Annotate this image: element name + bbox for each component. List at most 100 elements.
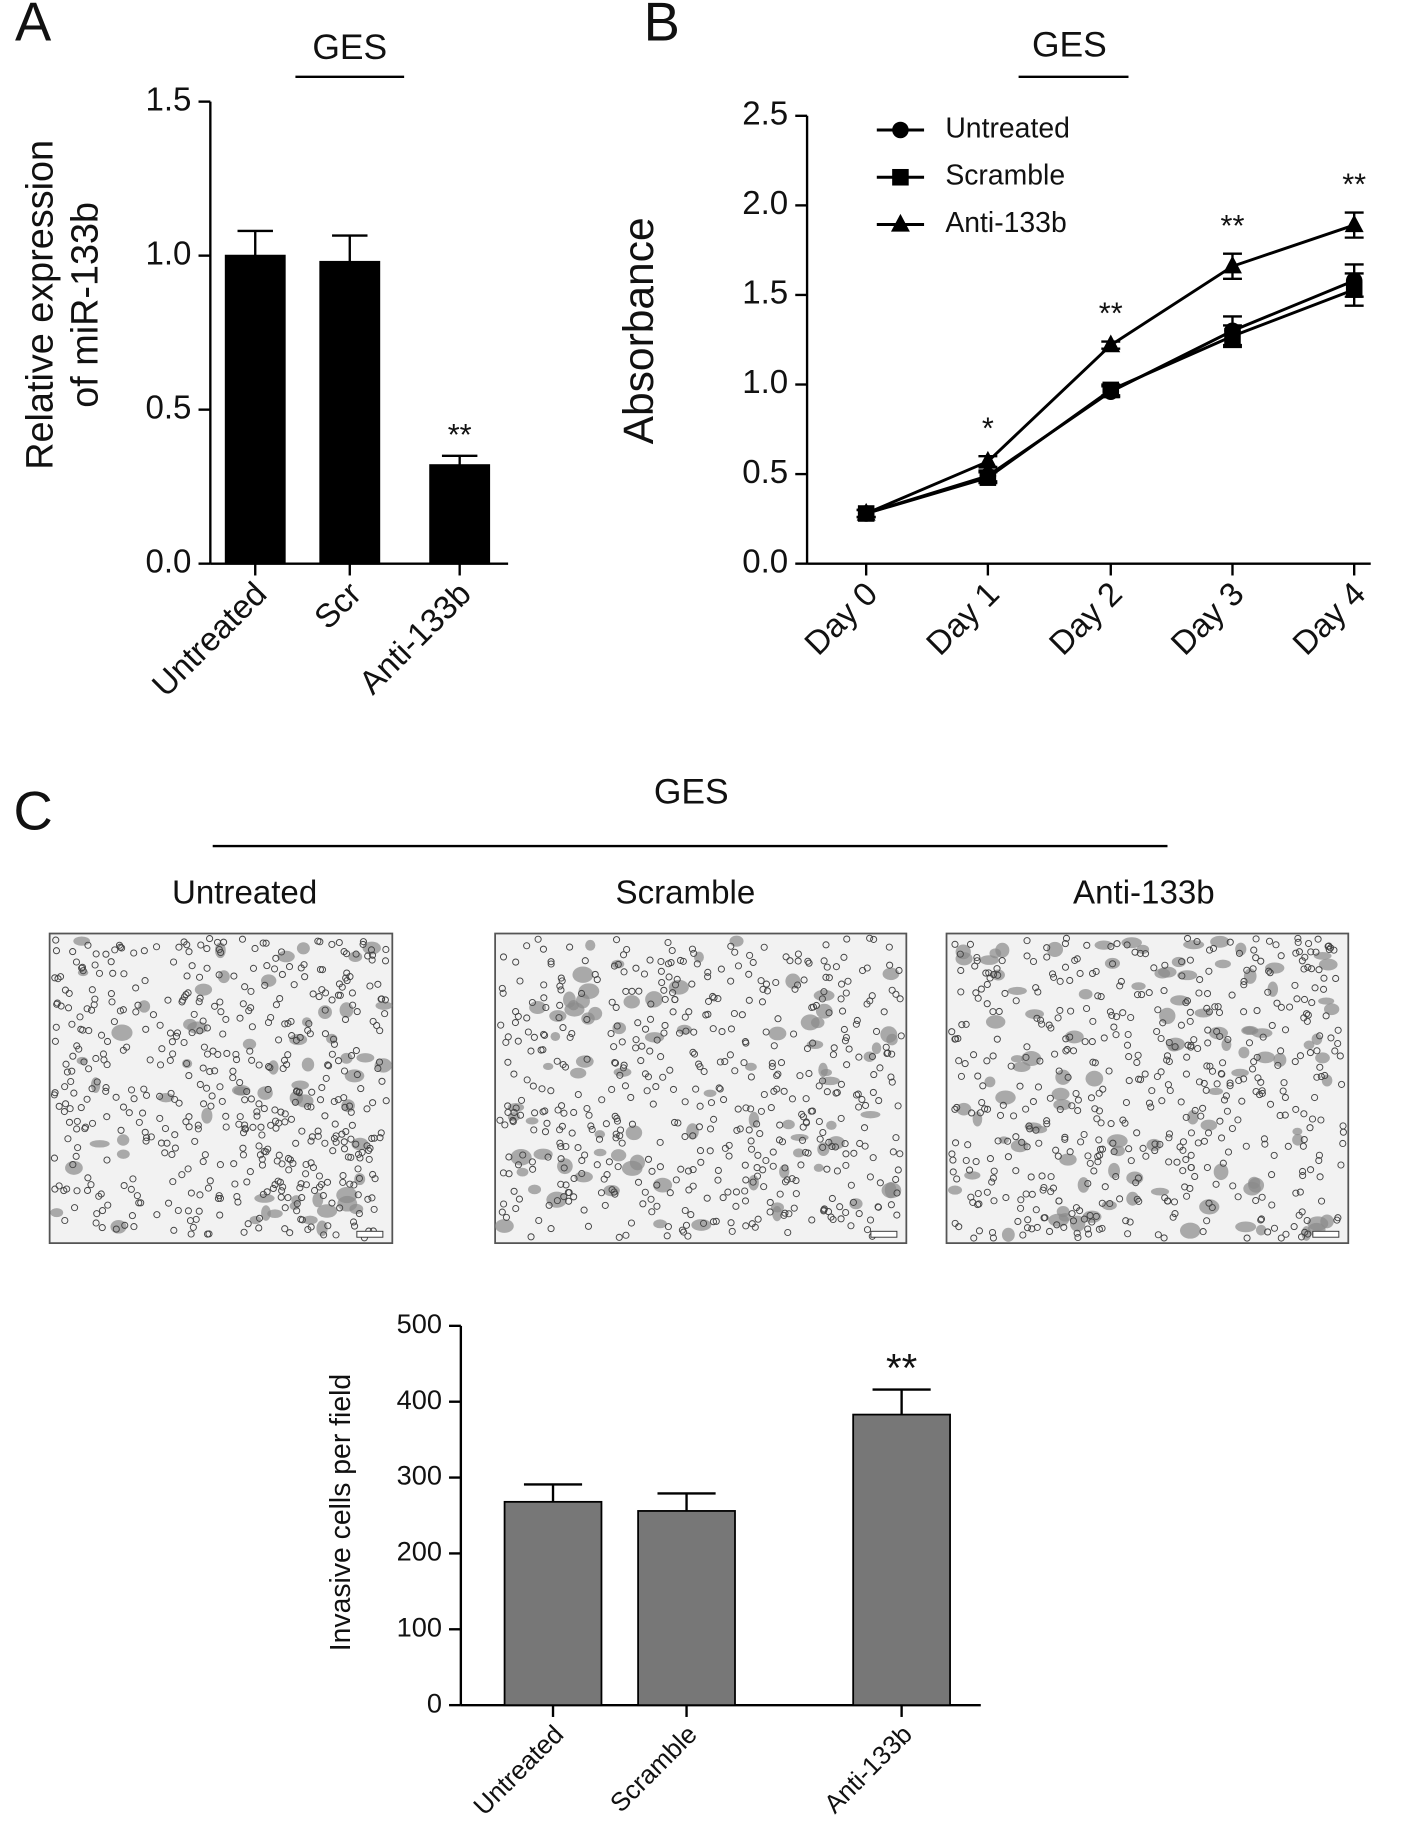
pore: [1084, 1225, 1092, 1233]
pore: [720, 1096, 728, 1104]
pore: [800, 976, 808, 984]
pore: [1301, 953, 1309, 961]
pore: [1125, 1077, 1133, 1085]
pore: [87, 1181, 95, 1189]
pore: [277, 948, 286, 956]
x-tick-label: Anti-133b: [352, 575, 478, 701]
pore: [381, 1010, 389, 1018]
pore: [562, 1181, 570, 1189]
pore: [1199, 1228, 1207, 1236]
pore: [1279, 1087, 1287, 1095]
pore: [206, 1177, 214, 1185]
pore: [1080, 1130, 1088, 1139]
pore: [1127, 1013, 1135, 1022]
pore: [648, 1167, 656, 1175]
pore: [338, 1130, 346, 1138]
stained-cell: [1131, 982, 1146, 991]
pore: [1293, 995, 1301, 1003]
pore: [207, 1102, 215, 1110]
pore: [990, 1197, 998, 1205]
pore: [127, 1185, 135, 1193]
pore: [557, 1143, 565, 1151]
pore: [837, 995, 845, 1003]
pore: [1074, 1233, 1082, 1242]
pore: [1313, 1047, 1321, 1055]
pore: [1141, 950, 1150, 958]
pore: [1035, 1139, 1043, 1147]
pore: [169, 1050, 177, 1058]
pore: [139, 1109, 147, 1117]
pore: [78, 964, 86, 972]
pore: [852, 1091, 861, 1099]
pore: [685, 1186, 693, 1194]
pore: [1200, 1079, 1208, 1087]
pore: [369, 1170, 377, 1179]
pore: [870, 935, 878, 943]
pore: [1145, 1099, 1154, 1107]
stained-cell: [528, 1184, 542, 1195]
pore: [166, 1029, 175, 1037]
chart-title: GES: [654, 771, 729, 811]
pore: [641, 1070, 649, 1078]
pore: [498, 1208, 506, 1216]
stained-cell: [1150, 1187, 1170, 1196]
pore: [822, 941, 830, 949]
pore: [1206, 946, 1214, 954]
pore: [1062, 1047, 1070, 1055]
pore: [1228, 991, 1236, 999]
pore: [142, 1091, 151, 1099]
pore: [512, 1104, 520, 1112]
pore: [535, 1216, 543, 1225]
pore: [168, 1150, 176, 1159]
pore: [670, 1118, 679, 1126]
pore: [1224, 1148, 1233, 1156]
marker: [856, 502, 876, 521]
pore: [802, 1118, 810, 1126]
stained-cell: [183, 1018, 197, 1030]
marker: [1344, 214, 1364, 233]
pore: [556, 1139, 564, 1147]
pore: [1055, 1197, 1063, 1205]
panel-letter: A: [15, 0, 52, 52]
pore: [1266, 1100, 1275, 1108]
pore: [100, 1056, 108, 1064]
pore: [709, 1218, 718, 1226]
pore: [331, 1120, 339, 1128]
pore: [1240, 981, 1248, 989]
pore: [1099, 1085, 1107, 1093]
pore: [619, 951, 628, 959]
pore: [1018, 1138, 1026, 1146]
pore: [329, 1147, 337, 1155]
pore: [1061, 1135, 1069, 1143]
y-tick-label: 2.5: [742, 96, 788, 133]
stained-cell: [494, 1219, 514, 1233]
pore: [989, 1234, 997, 1242]
pore: [861, 1142, 869, 1150]
pore: [819, 1143, 827, 1151]
pore: [163, 1139, 171, 1147]
pore: [966, 940, 975, 948]
pore: [964, 1141, 972, 1149]
pore: [734, 962, 743, 970]
pore: [747, 1137, 755, 1145]
pore: [257, 1123, 265, 1131]
pore: [595, 1135, 604, 1143]
pore: [366, 982, 374, 990]
pore: [981, 1105, 989, 1113]
pore: [578, 1169, 586, 1178]
stained-cell: [1085, 1070, 1104, 1087]
pore: [1010, 1112, 1018, 1120]
pore: [1094, 1152, 1102, 1161]
pore: [887, 1073, 895, 1081]
pore: [1046, 1094, 1054, 1102]
pore: [1171, 1043, 1179, 1051]
pore: [1337, 1161, 1345, 1169]
pore: [786, 957, 794, 965]
y-tick-label: 200: [397, 1536, 442, 1567]
pore: [1277, 952, 1285, 960]
pore: [91, 995, 99, 1003]
pore: [641, 1188, 649, 1196]
pore: [597, 1189, 606, 1197]
pore: [272, 954, 280, 962]
pore: [696, 1147, 705, 1155]
